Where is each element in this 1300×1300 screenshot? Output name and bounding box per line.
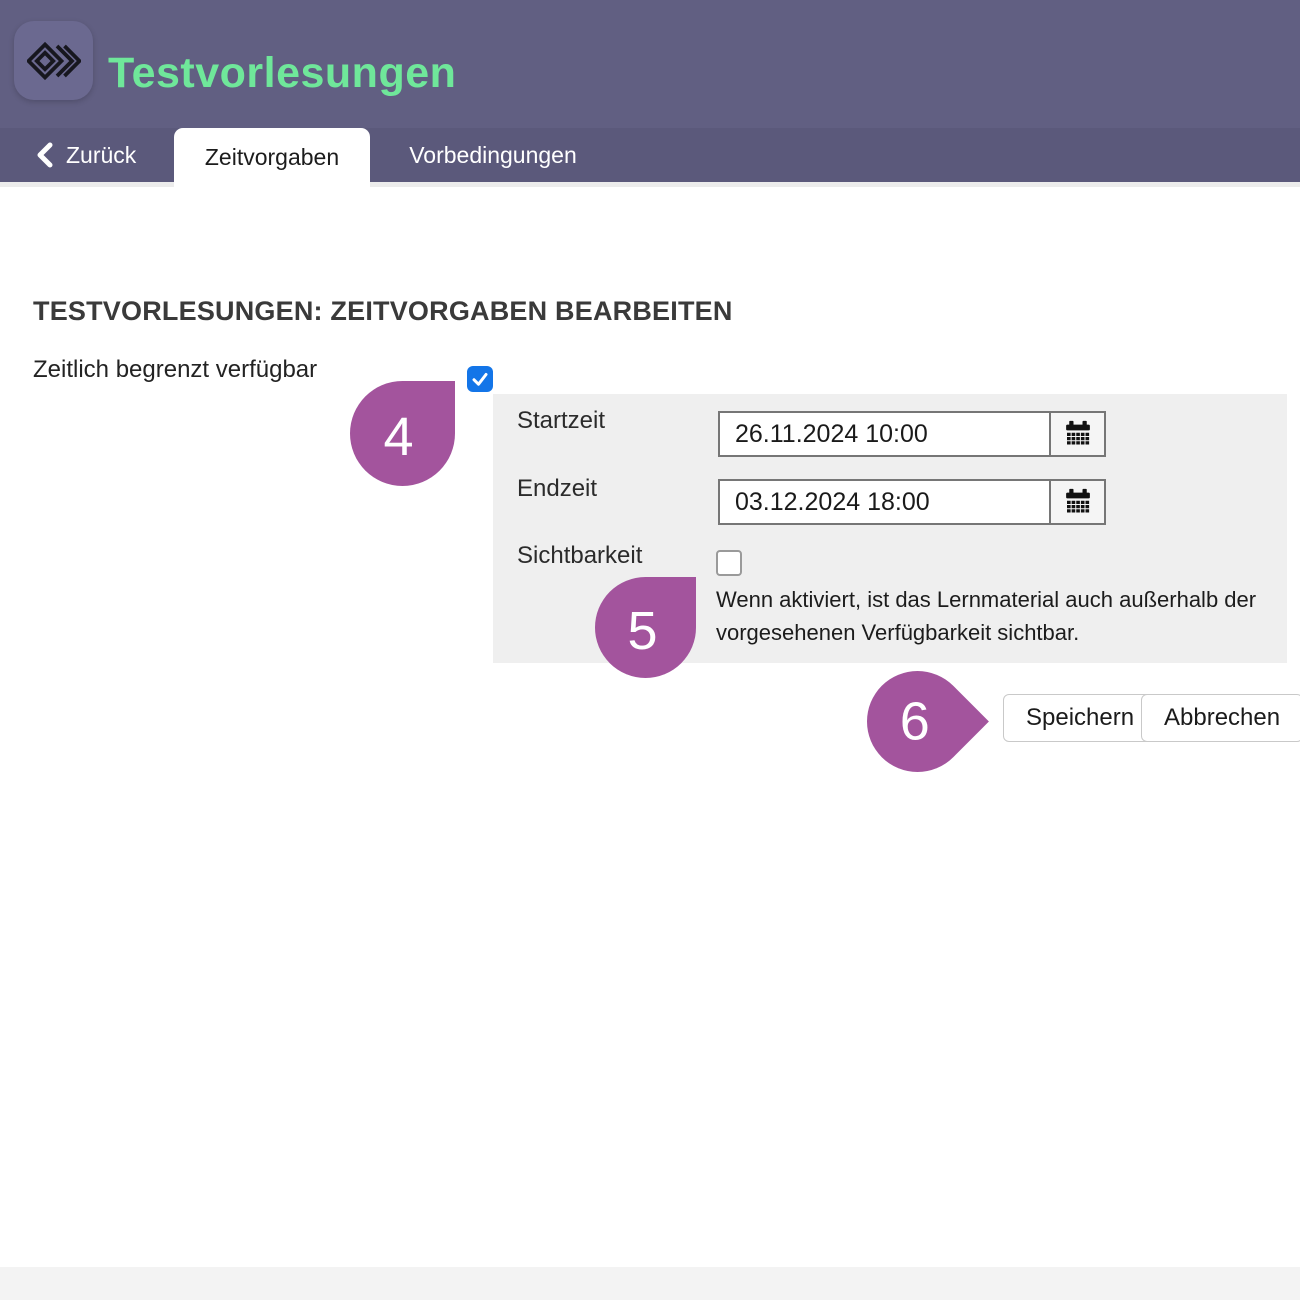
sichtbarkeit-label: Sichtbarkeit [517, 542, 643, 569]
startzeit-input[interactable] [718, 411, 1051, 457]
tab-zeitvorgaben[interactable]: Zeitvorgaben [174, 128, 370, 187]
tab-bar: Zurück Zeitvorgaben Vorbedingungen [0, 128, 1300, 187]
marker-number: 4 [383, 406, 414, 467]
sichtbarkeit-checkbox[interactable] [716, 550, 742, 576]
startzeit-label: Startzeit [517, 407, 606, 434]
chevron-left-icon [37, 142, 53, 168]
page-title: Testvorlesungen [108, 49, 457, 97]
app-logo[interactable] [14, 21, 93, 100]
footer-bar [0, 1267, 1300, 1300]
header: Testvorlesungen [0, 0, 1300, 128]
help-line-2: vorgesehenen Verfügbarkeit sichtbar. [716, 620, 1080, 645]
nav-underline [0, 182, 1300, 187]
availability-checkbox[interactable] [467, 366, 493, 392]
save-button[interactable]: Speichern [1003, 694, 1158, 742]
sichtbarkeit-help-text: Wenn aktiviert, ist das Lernmaterial auc… [716, 583, 1256, 649]
app-logo-icon [26, 41, 81, 80]
calendar-icon [1065, 488, 1090, 513]
annotation-marker-4: 4 [350, 381, 455, 486]
back-label: Zurück [66, 141, 137, 168]
page-heading: TESTVORLESUNGEN: ZEITVORGABEN BEARBEITEN [33, 296, 733, 326]
calendar-icon [1065, 420, 1090, 445]
endzeit-input[interactable] [718, 479, 1051, 525]
marker-number: 5 [627, 600, 658, 661]
back-button[interactable]: Zurück [36, 128, 136, 182]
annotation-marker-5: 5 [595, 577, 696, 678]
cancel-button[interactable]: Abbrechen [1141, 694, 1300, 742]
marker-number: 6 [900, 691, 931, 752]
availability-label: Zeitlich begrenzt verfügbar [33, 356, 318, 383]
tab-vorbedingungen[interactable]: Vorbedingungen [409, 141, 577, 168]
help-line-1: Wenn aktiviert, ist das Lernmaterial auc… [716, 587, 1257, 612]
endzeit-calendar-button[interactable] [1049, 479, 1106, 525]
startzeit-calendar-button[interactable] [1049, 411, 1106, 457]
endzeit-label: Endzeit [517, 475, 598, 502]
check-icon [472, 373, 488, 386]
annotation-marker-6: 6 [846, 650, 989, 793]
